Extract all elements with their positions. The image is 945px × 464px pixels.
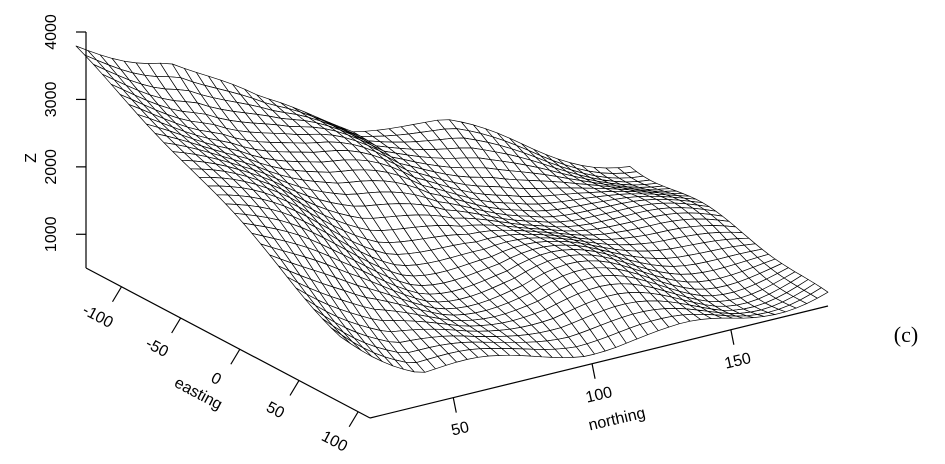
easting-tick-mark [289,380,300,396]
northing-tick-mark [730,329,735,345]
northing-tick-label: 100 [584,384,614,407]
z-tick-label: 3000 [43,82,60,118]
northing-tick-mark [452,397,457,413]
easting-tick-mark [111,286,123,303]
z-axis: 1000 2000 3000 4000 Z [23,14,87,268]
northing-axis-label: northing [587,405,647,435]
z-tick-label: 2000 [43,149,60,185]
easting-tick-label: -50 [143,335,171,361]
easting-tick-label: 50 [263,399,287,422]
northing-axis-line [369,305,829,419]
northing-tick-label: 150 [723,350,753,373]
surface-mesh [75,45,829,373]
z-axis-label: Z [23,153,40,163]
z-tick-label: 1000 [43,216,60,252]
z-tick-label: 4000 [43,14,60,50]
easting-tick-label: 0 [208,370,224,389]
easting-tick-label: -100 [79,302,115,332]
panel-label: (c) [894,322,918,347]
northing-tick-label: 50 [450,419,471,440]
northing-tick-mark [591,363,596,379]
easting-tick-mark [171,317,182,334]
easting-tick-mark [230,348,241,365]
easting-tick-mark [348,411,359,428]
easting-tick-label: 100 [319,428,351,456]
easting-axis-line [85,267,371,419]
surface-facet [810,287,829,299]
